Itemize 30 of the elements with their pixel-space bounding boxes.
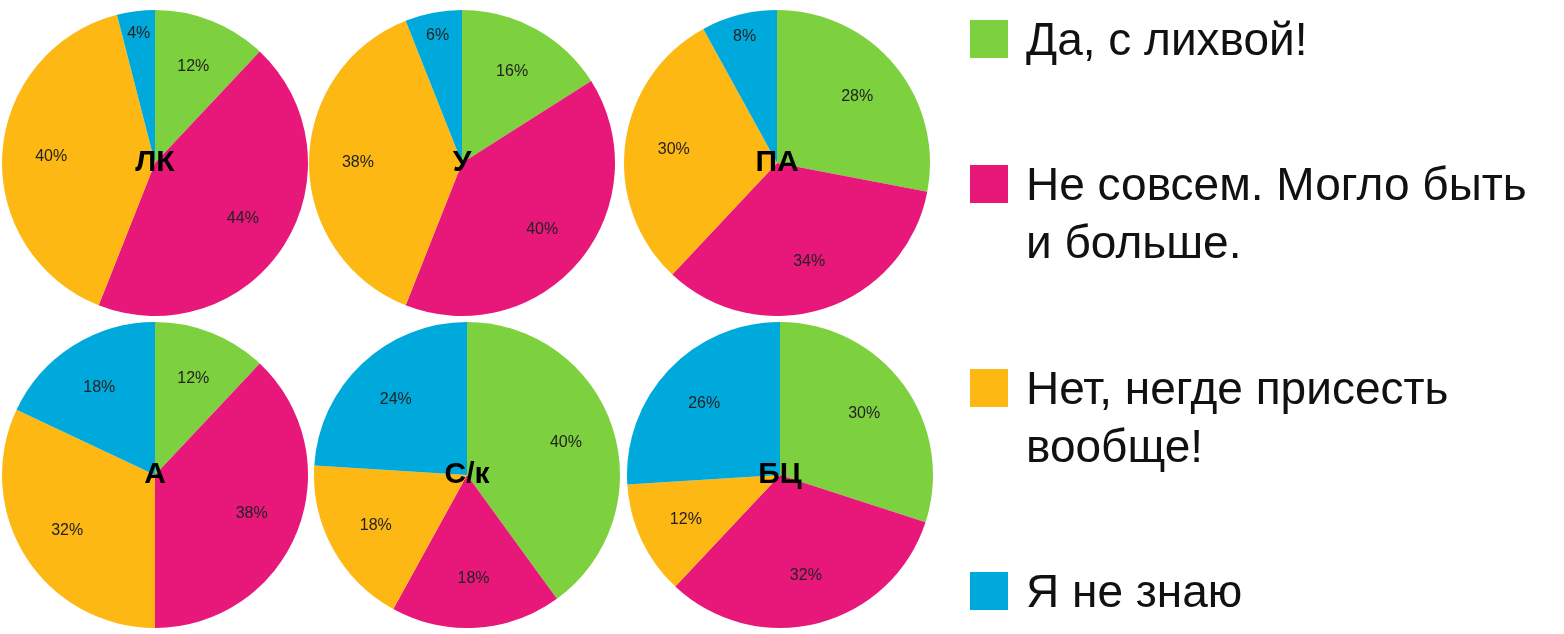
data-label: 6% xyxy=(426,25,450,43)
data-label: 4% xyxy=(127,24,151,42)
data-label: 40% xyxy=(35,146,68,164)
text: БЦ xyxy=(758,456,802,490)
data-label: 30% xyxy=(848,404,881,422)
legend-label: Да, с лихвой! xyxy=(1026,12,1308,67)
data-label: 12% xyxy=(669,509,702,527)
legend-label: Нет, негде присесть вообще! xyxy=(1026,360,1450,474)
data-label: 38% xyxy=(235,503,268,521)
data-label: 12% xyxy=(177,56,210,74)
data-label: 38% xyxy=(341,153,374,171)
text: А xyxy=(144,456,166,490)
data-label: 30% xyxy=(657,140,690,158)
data-label: 16% xyxy=(496,62,529,80)
data-label: 28% xyxy=(841,87,874,105)
data-label: 18% xyxy=(83,377,116,395)
legend-label: Не совсем. Могло быть и больше. xyxy=(1026,157,1528,271)
data-label: 44% xyxy=(226,209,259,227)
data-label: 40% xyxy=(526,219,559,237)
data-label: 12% xyxy=(177,368,210,386)
data-label: 26% xyxy=(688,394,721,412)
data-label: 32% xyxy=(789,566,822,584)
data-label: 8% xyxy=(733,27,757,45)
data-label: 18% xyxy=(359,515,392,533)
data-label: 18% xyxy=(457,569,490,587)
data-label: 24% xyxy=(379,389,412,407)
data-label: 32% xyxy=(51,521,84,539)
data-label: 40% xyxy=(549,433,582,451)
legend-label: Я не знаю xyxy=(1026,564,1243,619)
data-label: 34% xyxy=(793,252,826,270)
